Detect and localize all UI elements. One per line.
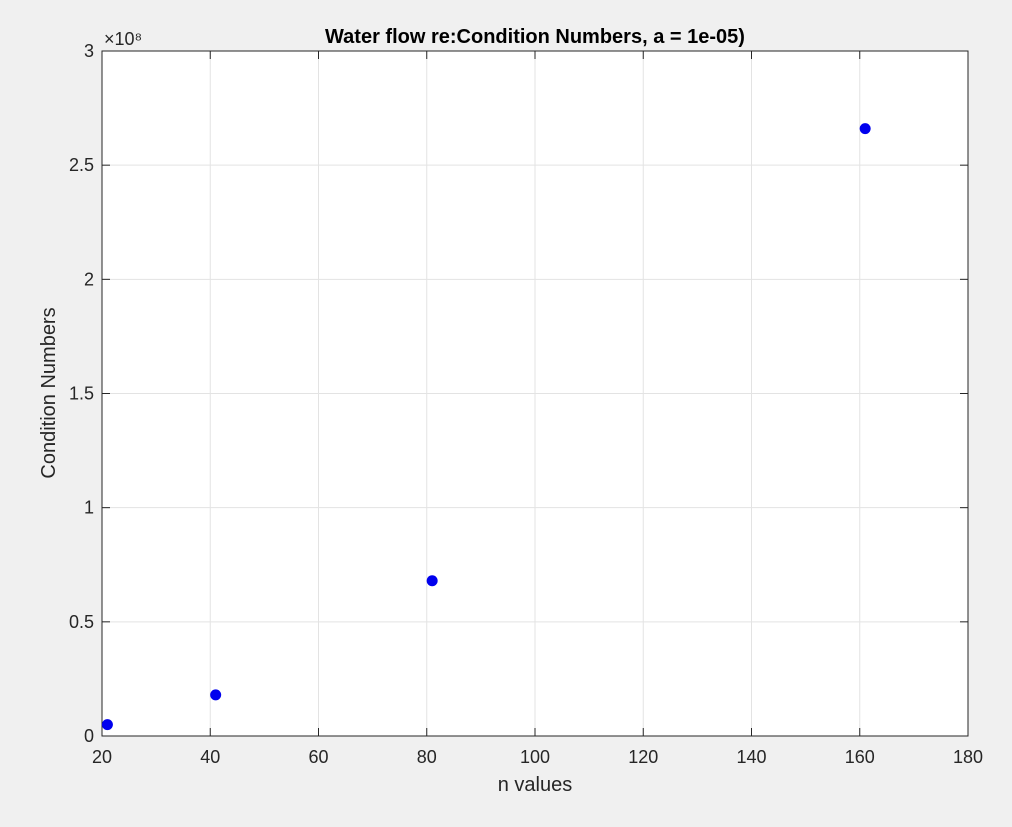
x-axis-label: n values	[498, 774, 573, 796]
data-point	[426, 575, 438, 587]
y-tick-label: 1	[84, 498, 94, 518]
x-tick-label: 60	[308, 747, 328, 767]
y-tick-label: 1.5	[69, 384, 94, 404]
y-exponent-label: ×10⁸	[104, 29, 142, 49]
data-points	[101, 123, 871, 731]
x-tick-label: 20	[92, 747, 112, 767]
data-point	[859, 123, 871, 135]
data-point	[210, 689, 222, 701]
y-tick-label: 3	[84, 41, 94, 61]
x-tick-label: 140	[736, 747, 766, 767]
x-tick-label: 180	[953, 747, 983, 767]
tick-labels: 20 40 60 80 100 120 140 160 180 0 0.5 1 1.5 2 2.5 3	[69, 41, 983, 767]
y-tick-label: 0	[84, 726, 94, 746]
data-point	[101, 719, 113, 731]
grid	[102, 51, 968, 736]
x-tick-label: 160	[845, 747, 875, 767]
y-tick-label: 0.5	[69, 612, 94, 632]
ticks	[101, 50, 969, 737]
y-axis-label: Condition Numbers	[38, 307, 60, 478]
y-tick-label: 2.5	[69, 155, 94, 175]
x-tick-label: 80	[417, 747, 437, 767]
x-tick-label: 100	[520, 747, 550, 767]
y-tick-label: 2	[84, 269, 94, 289]
x-tick-label: 120	[628, 747, 658, 767]
chart-title: Water flow re:Condition Numbers, a = 1e-…	[325, 26, 745, 48]
x-tick-label: 40	[200, 747, 220, 767]
